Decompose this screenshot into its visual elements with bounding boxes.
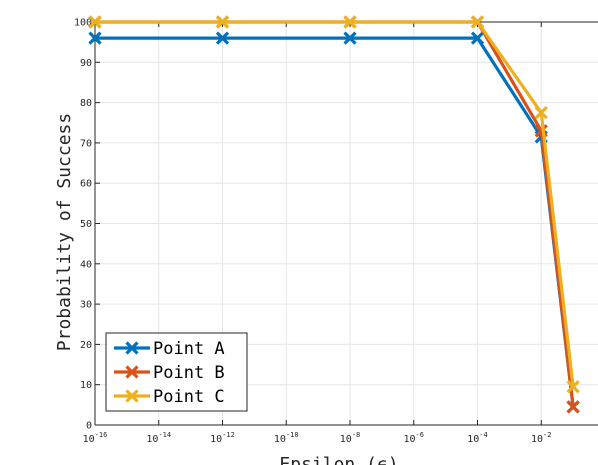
y-tick-label: 10 (80, 380, 92, 391)
data-point (215, 31, 230, 45)
legend-swatch-marker (125, 389, 139, 403)
data-point (343, 15, 357, 29)
data-point (470, 15, 485, 29)
tick-labels: 10-16 10-14 10-12 10-10 10-8 10-6 10-4 10-2 10 10… (74, 18, 552, 446)
marker-stroke (343, 15, 357, 29)
x-tick-label: 10-4 (467, 431, 487, 445)
data-point (88, 31, 102, 45)
x-tick-label: 10-6 (404, 431, 424, 445)
series-group (88, 15, 580, 414)
x-tick-label: 10-2 (531, 431, 551, 445)
marker-stroke (470, 31, 485, 45)
marker-stroke (566, 380, 580, 394)
y-tick-label: 90 (80, 58, 92, 69)
data-point (534, 106, 548, 120)
data-point (470, 31, 485, 45)
marker-stroke (534, 106, 548, 120)
legend: Point A Point B Point C (105, 332, 248, 412)
y-tick-label: 30 (80, 300, 92, 311)
x-axis-title: Epsilon (ϵ) (279, 454, 398, 465)
series-line (95, 20, 575, 387)
y-tick-label: 50 (80, 219, 92, 230)
y-tick-label: 60 (80, 179, 92, 190)
marker-stroke (566, 400, 580, 414)
legend-entry: Point C (114, 387, 225, 407)
legend-entry: Point B (114, 363, 225, 383)
y-tick-label: 20 (80, 340, 92, 351)
y-tick-label: 0 (86, 421, 92, 432)
marker-stroke (88, 15, 102, 29)
y-tick-label: 40 (80, 259, 92, 270)
legend-entry: Point A (114, 339, 225, 359)
series-point-c (88, 15, 580, 394)
marker-stroke (88, 31, 102, 45)
marker-stroke (125, 341, 139, 355)
y-tick-label: 100 (74, 18, 92, 29)
marker-stroke (215, 31, 230, 45)
y-tick-label: 70 (80, 138, 92, 149)
marker-stroke (215, 15, 230, 29)
legend-label: Point B (153, 363, 225, 383)
x-tick-label: 10-12 (210, 431, 235, 445)
data-point (88, 15, 102, 29)
data-point (566, 380, 580, 394)
x-tick-label: 10-16 (83, 431, 108, 445)
marker-stroke (343, 31, 357, 45)
data-point (566, 400, 580, 414)
data-point (343, 31, 357, 45)
legend-label: Point A (153, 339, 225, 359)
marker-stroke (470, 15, 485, 29)
marker-stroke (125, 365, 139, 379)
legend-swatch-marker (125, 365, 139, 379)
legend-label: Point C (153, 387, 225, 407)
marker-stroke (125, 389, 139, 403)
x-tick-label: 10-8 (340, 431, 360, 445)
legend-swatch-marker (125, 341, 139, 355)
data-point (215, 15, 230, 29)
y-tick-label: 80 (80, 98, 92, 109)
y-axis-title: Probability of Success (54, 113, 75, 351)
marker-stroke (534, 124, 548, 138)
x-tick-label: 10-10 (274, 431, 299, 445)
x-tick-label: 10-14 (146, 431, 171, 445)
